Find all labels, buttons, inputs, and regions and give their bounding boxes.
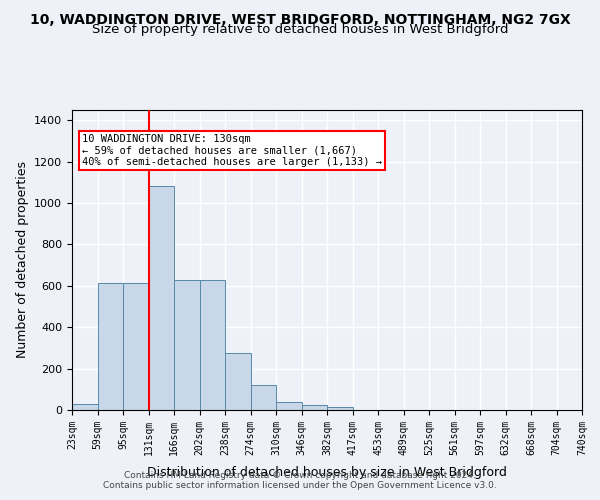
Bar <box>97 283 123 410</box>
Text: Contains public sector information licensed under the Open Government Licence v3: Contains public sector information licen… <box>103 481 497 490</box>
Bar <box>123 283 149 410</box>
Bar <box>174 280 199 410</box>
Bar <box>327 406 353 410</box>
Bar <box>72 404 97 410</box>
Bar <box>276 402 302 410</box>
Text: Contains HM Land Registry data © Crown copyright and database right 2024.: Contains HM Land Registry data © Crown c… <box>124 471 476 480</box>
Bar <box>302 406 327 410</box>
Text: Size of property relative to detached houses in West Bridgford: Size of property relative to detached ho… <box>92 22 508 36</box>
Text: 10, WADDINGTON DRIVE, WEST BRIDGFORD, NOTTINGHAM, NG2 7GX: 10, WADDINGTON DRIVE, WEST BRIDGFORD, NO… <box>29 12 571 26</box>
Bar <box>225 353 251 410</box>
Bar <box>149 186 174 410</box>
Text: 10 WADDINGTON DRIVE: 130sqm
← 59% of detached houses are smaller (1,667)
40% of : 10 WADDINGTON DRIVE: 130sqm ← 59% of det… <box>82 134 382 167</box>
Y-axis label: Number of detached properties: Number of detached properties <box>16 162 29 358</box>
Bar <box>251 385 276 410</box>
X-axis label: Distribution of detached houses by size in West Bridgford: Distribution of detached houses by size … <box>147 466 507 479</box>
Bar <box>199 280 225 410</box>
